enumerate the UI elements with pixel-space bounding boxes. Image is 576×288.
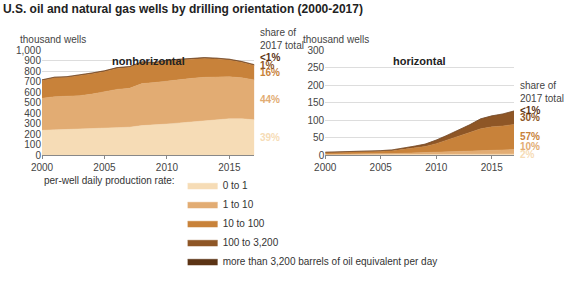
- svg-text:2000: 2000: [314, 162, 337, 173]
- svg-text:thousand wells: thousand wells: [303, 34, 369, 45]
- svg-text:44%: 44%: [260, 94, 280, 105]
- svg-text:50: 50: [313, 132, 325, 143]
- svg-text:10%: 10%: [520, 141, 540, 152]
- svg-text:0: 0: [35, 150, 41, 161]
- svg-text:100 to 3,200: 100 to 3,200: [223, 237, 279, 248]
- svg-text:250: 250: [308, 62, 325, 73]
- svg-text:<1%: <1%: [520, 105, 540, 116]
- svg-text:900: 900: [24, 55, 41, 66]
- svg-text:800: 800: [24, 66, 41, 77]
- svg-text:16%: 16%: [260, 67, 280, 78]
- svg-text:nonhorizontal: nonhorizontal: [112, 55, 185, 67]
- svg-text:150: 150: [308, 97, 325, 108]
- svg-text:more than 3,200 barrels of oil: more than 3,200 barrels of oil equivalen…: [223, 256, 438, 267]
- svg-text:500: 500: [24, 97, 41, 108]
- svg-text:10 to 100: 10 to 100: [223, 218, 265, 229]
- svg-text:share of2017 total: share of2017 total: [520, 80, 564, 104]
- svg-text:1 to 10: 1 to 10: [223, 199, 254, 210]
- svg-text:0 to 1: 0 to 1: [223, 180, 248, 191]
- svg-text:2015: 2015: [218, 162, 241, 173]
- svg-text:2005: 2005: [93, 162, 116, 173]
- svg-text:400: 400: [24, 108, 41, 119]
- svg-text:100: 100: [24, 139, 41, 150]
- svg-text:700: 700: [24, 76, 41, 87]
- svg-text:100: 100: [308, 115, 325, 126]
- svg-text:horizontal: horizontal: [393, 55, 446, 67]
- svg-text:39%: 39%: [260, 132, 280, 143]
- svg-text:300: 300: [308, 45, 325, 56]
- svg-text:thousand wells: thousand wells: [20, 34, 86, 45]
- svg-text:2015: 2015: [481, 162, 504, 173]
- svg-text:2010: 2010: [425, 162, 448, 173]
- svg-text:2%: 2%: [520, 149, 535, 160]
- svg-text:200: 200: [308, 80, 325, 91]
- svg-text:0: 0: [319, 150, 325, 161]
- svg-text:<1%: <1%: [260, 52, 280, 63]
- svg-text:200: 200: [24, 129, 41, 140]
- svg-text:300: 300: [24, 118, 41, 129]
- svg-text:2010: 2010: [155, 162, 179, 173]
- svg-text:2000: 2000: [30, 162, 54, 173]
- svg-text:U.S. oil and natural gas wells: U.S. oil and natural gas wells by drilli…: [3, 2, 363, 16]
- svg-text:1,000: 1,000: [16, 45, 41, 56]
- svg-text:57%: 57%: [520, 131, 540, 142]
- svg-text:2005: 2005: [369, 162, 392, 173]
- svg-text:per-well daily production rate: per-well daily production rate:: [44, 175, 175, 186]
- svg-text:share of2017 total: share of2017 total: [260, 27, 304, 51]
- svg-text:1%: 1%: [260, 60, 275, 71]
- svg-text:30%: 30%: [520, 112, 540, 123]
- svg-text:600: 600: [24, 87, 41, 98]
